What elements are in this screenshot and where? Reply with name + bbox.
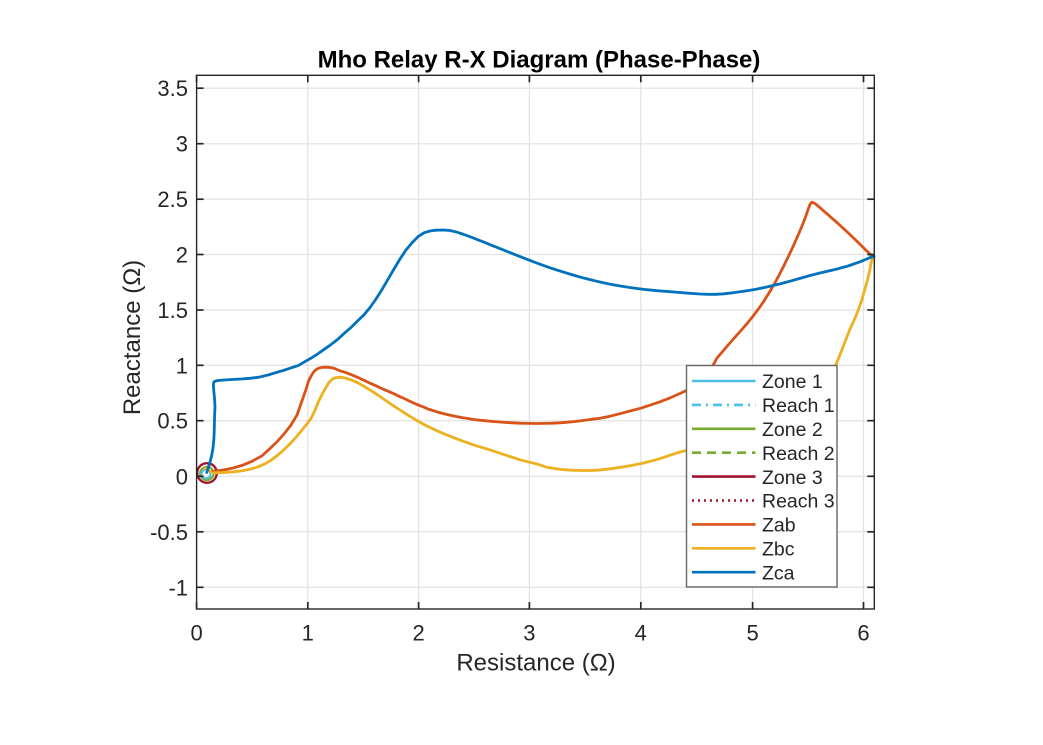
svg-text:Zone 2: Zone 2 xyxy=(762,419,823,441)
svg-text:Reach 1: Reach 1 xyxy=(762,395,835,417)
svg-text:1: 1 xyxy=(302,621,314,646)
svg-text:-1: -1 xyxy=(168,575,188,600)
svg-text:2.5: 2.5 xyxy=(157,187,188,212)
svg-text:0: 0 xyxy=(176,464,188,489)
svg-text:2: 2 xyxy=(176,243,188,268)
svg-text:3: 3 xyxy=(523,621,535,646)
svg-text:Resistance (Ω): Resistance (Ω) xyxy=(456,650,615,677)
svg-text:5: 5 xyxy=(746,621,758,646)
svg-text:Reach 3: Reach 3 xyxy=(762,491,835,513)
svg-text:2: 2 xyxy=(412,621,424,646)
svg-text:3.5: 3.5 xyxy=(157,76,188,101)
svg-text:0.5: 0.5 xyxy=(157,409,188,434)
svg-text:1: 1 xyxy=(176,353,188,378)
svg-text:1.5: 1.5 xyxy=(157,298,188,323)
svg-text:Zbc: Zbc xyxy=(762,539,795,561)
svg-text:-0.5: -0.5 xyxy=(150,520,188,545)
svg-text:Reactance (Ω): Reactance (Ω) xyxy=(119,260,146,415)
svg-text:Zca: Zca xyxy=(762,562,795,584)
svg-text:Zone 1: Zone 1 xyxy=(762,371,823,393)
svg-text:3: 3 xyxy=(176,132,188,157)
svg-text:0: 0 xyxy=(190,621,202,646)
svg-text:Zab: Zab xyxy=(762,515,796,537)
svg-text:Reach 2: Reach 2 xyxy=(762,443,835,465)
svg-text:Mho Relay R-X Diagram (Phase-P: Mho Relay R-X Diagram (Phase-Phase) xyxy=(318,46,761,73)
svg-text:Zone 3: Zone 3 xyxy=(762,467,823,489)
svg-text:6: 6 xyxy=(857,621,869,646)
svg-text:4: 4 xyxy=(635,621,647,646)
